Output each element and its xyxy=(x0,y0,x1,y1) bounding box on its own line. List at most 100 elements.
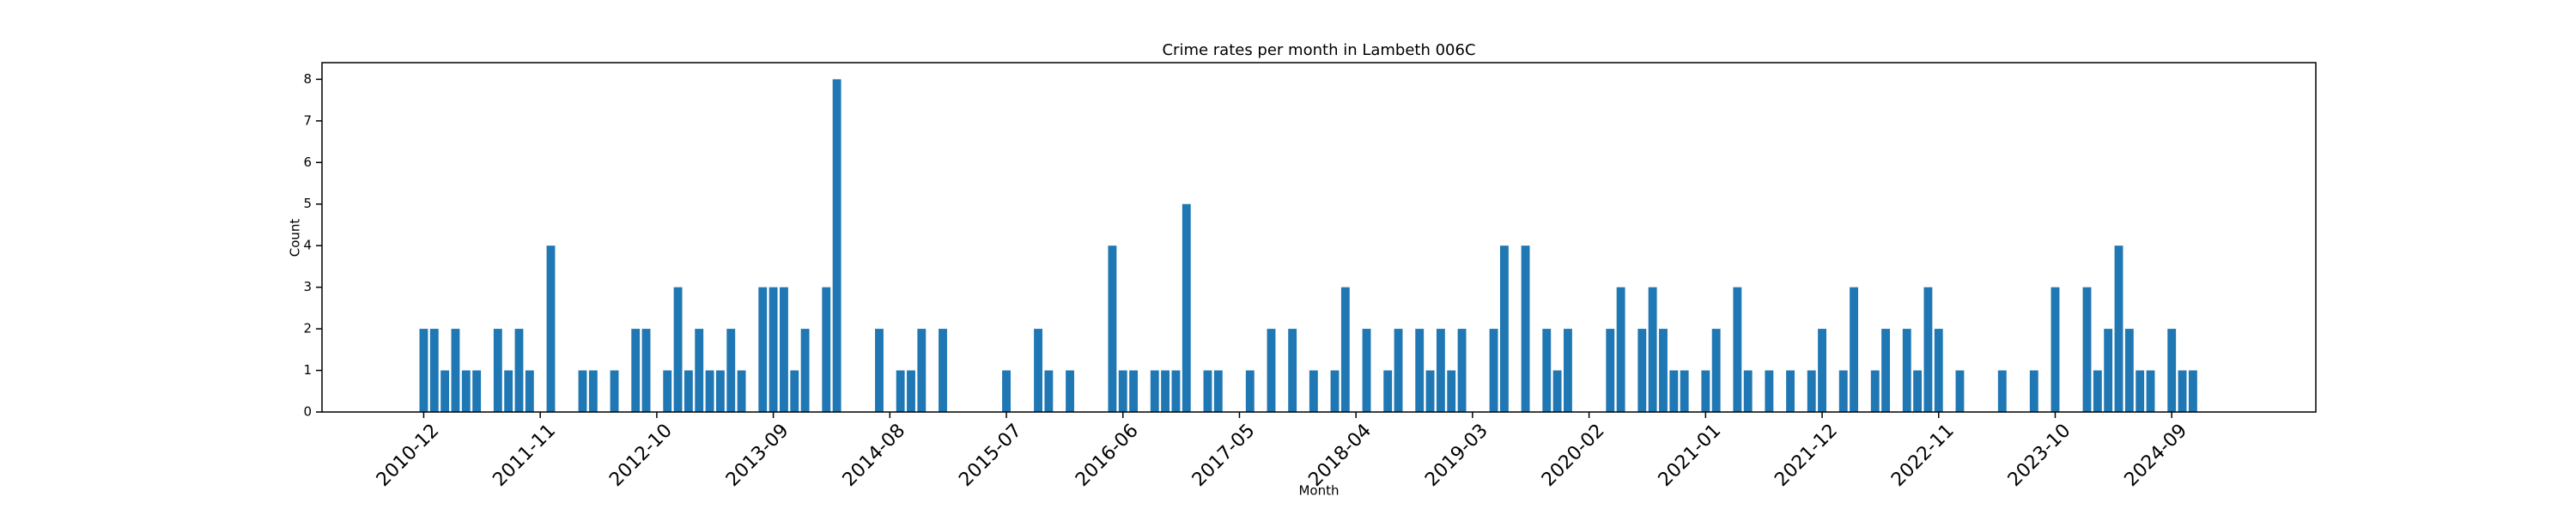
bar xyxy=(631,329,641,412)
bar xyxy=(1997,370,2007,412)
bar xyxy=(1606,329,1615,412)
x-tick-label: 2022-11 xyxy=(1887,420,1959,491)
bar xyxy=(917,329,927,412)
bar xyxy=(1118,370,1127,412)
x-tick-label: 2014-08 xyxy=(839,420,910,491)
bar xyxy=(832,79,841,412)
bar xyxy=(1171,370,1181,412)
bar xyxy=(779,287,788,412)
bar xyxy=(1743,370,1753,412)
bar xyxy=(1150,370,1159,412)
bar xyxy=(1733,287,1742,412)
bar xyxy=(2124,329,2134,412)
bar xyxy=(705,370,714,412)
bar xyxy=(1881,329,1891,412)
bar xyxy=(673,287,683,412)
x-tick-label: 2015-07 xyxy=(955,420,1026,491)
y-tick-label: 0 xyxy=(303,404,312,420)
bar xyxy=(1288,329,1297,412)
bar xyxy=(2082,287,2092,412)
bar xyxy=(1637,329,1647,412)
x-tick-label: 2019-03 xyxy=(1421,420,1492,491)
bar xyxy=(2093,370,2102,412)
bar xyxy=(1340,287,1350,412)
x-tick-label: 2017-05 xyxy=(1188,420,1260,491)
bar xyxy=(1034,329,1042,412)
bar xyxy=(875,329,884,412)
bar xyxy=(1309,370,1318,412)
bar xyxy=(525,370,534,412)
bar xyxy=(1701,370,1710,412)
bar xyxy=(1564,329,1572,412)
x-tick-label: 2013-09 xyxy=(722,420,793,491)
y-tick-label: 8 xyxy=(303,71,312,87)
y-tick-label: 7 xyxy=(303,112,312,128)
bar xyxy=(1129,370,1139,412)
bar xyxy=(1447,370,1456,412)
x-axis-label: Month xyxy=(1298,483,1339,499)
bar xyxy=(440,370,450,412)
bar xyxy=(769,287,778,412)
bar xyxy=(1213,370,1223,412)
bar xyxy=(1870,370,1880,412)
bar xyxy=(2178,370,2187,412)
bar xyxy=(461,370,471,412)
bar xyxy=(1182,203,1191,412)
bar xyxy=(822,287,831,412)
x-tick-label: 2023-10 xyxy=(2004,420,2075,491)
x-tick-label: 2012-10 xyxy=(605,420,677,491)
bar xyxy=(2050,287,2060,412)
bar xyxy=(1648,287,1657,412)
bar xyxy=(1765,370,1774,412)
bar xyxy=(504,370,513,412)
bar xyxy=(1955,370,1965,412)
bar xyxy=(1436,329,1445,412)
bar xyxy=(2029,370,2038,412)
y-tick-label: 6 xyxy=(303,154,312,170)
bar xyxy=(2104,329,2113,412)
bar xyxy=(588,370,598,412)
bar xyxy=(1330,370,1340,412)
y-tick-label: 3 xyxy=(303,279,312,294)
bar xyxy=(1161,370,1170,412)
bar xyxy=(1669,370,1679,412)
x-tick-label: 2024-09 xyxy=(2121,420,2192,491)
bar xyxy=(1415,329,1425,412)
bar xyxy=(1499,245,1509,412)
bar xyxy=(663,370,672,412)
bar xyxy=(493,329,502,412)
bar xyxy=(1245,370,1255,412)
bar xyxy=(1394,329,1403,412)
x-tick-label: 2016-06 xyxy=(1072,420,1143,491)
bar xyxy=(1552,370,1562,412)
bar xyxy=(2188,370,2197,412)
bar xyxy=(1542,329,1552,412)
bar xyxy=(1002,370,1011,412)
bar xyxy=(1066,370,1074,412)
x-tick-label: 2021-12 xyxy=(1771,420,1842,491)
bar xyxy=(683,370,693,412)
bar xyxy=(1383,370,1393,412)
bar xyxy=(1203,370,1212,412)
bar xyxy=(2136,370,2145,412)
bar xyxy=(451,329,460,412)
bar xyxy=(1838,370,1848,412)
bar xyxy=(1807,370,1816,412)
plot-frame xyxy=(321,62,2317,413)
y-tick-label: 4 xyxy=(303,238,312,253)
bar xyxy=(1108,245,1117,412)
bar xyxy=(1923,287,1933,412)
bar xyxy=(726,329,736,412)
bar xyxy=(1267,329,1276,412)
y-tick-label: 5 xyxy=(303,196,312,211)
bar xyxy=(1850,287,1859,412)
y-axis-label: Count xyxy=(288,219,303,258)
bar xyxy=(1425,370,1435,412)
y-tick-label: 1 xyxy=(303,362,312,378)
x-tick-label: 2021-01 xyxy=(1655,420,1726,491)
bar xyxy=(2167,329,2177,412)
bar xyxy=(758,287,768,412)
bar xyxy=(695,329,704,412)
x-tick-label: 2018-04 xyxy=(1304,420,1376,491)
